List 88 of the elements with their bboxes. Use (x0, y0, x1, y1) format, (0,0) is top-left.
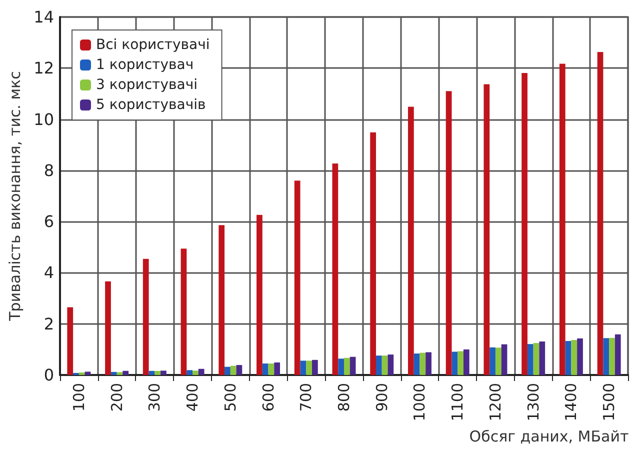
bar (350, 356, 356, 375)
bar (224, 366, 230, 375)
bar (122, 370, 129, 375)
bar (495, 348, 502, 375)
legend-label: Всі користувачі (96, 37, 210, 53)
x-tick-label: 1400 (562, 383, 580, 422)
bar (110, 372, 117, 375)
x-tick-label: 900 (372, 383, 391, 412)
bar (408, 106, 414, 375)
bar (344, 358, 350, 375)
x-axis-title: Обсяг даних, МБайт (469, 428, 629, 446)
bar (484, 84, 490, 375)
bar (300, 360, 306, 375)
bar (609, 338, 615, 375)
bar (306, 360, 312, 375)
x-tick-label: 100 (70, 383, 88, 412)
bar (571, 340, 578, 375)
bar (154, 370, 161, 375)
bar (160, 370, 166, 375)
bar (533, 343, 540, 375)
legend-label: 1 користувач (96, 57, 194, 73)
bar (230, 366, 236, 375)
x-tick-label: 300 (146, 383, 164, 412)
x-tick-label: 1300 (524, 383, 542, 422)
x-tick-label: 400 (184, 383, 202, 412)
bar (414, 354, 420, 375)
bar (312, 360, 318, 375)
bar (180, 248, 187, 375)
x-tick-label: 800 (335, 383, 353, 412)
y-tick-label: 0 (44, 366, 54, 384)
bar (67, 307, 74, 375)
bar (539, 342, 546, 375)
x-tick-label: 1200 (486, 383, 504, 422)
bar (527, 344, 534, 375)
y-tick-label: 2 (44, 314, 54, 334)
bar (84, 372, 91, 375)
bar (148, 370, 155, 375)
y-tick-label: 4 (44, 263, 54, 282)
x-tick-label: 500 (221, 383, 240, 412)
y-tick-label: 14 (34, 8, 54, 26)
bar (458, 351, 464, 375)
bar (105, 281, 111, 375)
bar (186, 370, 193, 375)
x-tick-label: 1100 (448, 383, 467, 422)
bar (236, 365, 242, 375)
bar (565, 340, 572, 375)
bar (388, 354, 394, 375)
bar (559, 64, 566, 375)
bar (382, 356, 388, 375)
bar (256, 214, 262, 375)
bar (490, 347, 496, 375)
bar (597, 52, 604, 375)
bar (116, 372, 123, 375)
bar (262, 363, 268, 375)
legend-label: 5 користувачів (96, 97, 206, 113)
bar (274, 362, 280, 375)
bar (218, 225, 225, 375)
bar (614, 334, 621, 375)
bar (463, 349, 470, 375)
legend-label: 3 користувачі (96, 77, 198, 93)
bar (370, 132, 376, 375)
x-tick-label: 1000 (410, 383, 429, 422)
bar (522, 73, 528, 375)
x-tick-label: 200 (108, 383, 126, 412)
bar (501, 344, 508, 375)
bar (426, 352, 432, 375)
x-tick-label: 700 (297, 383, 316, 412)
y-axis-title: Тривалість виконання, тис. мкс (6, 71, 24, 322)
bar (78, 372, 85, 375)
y-tick-label: 10 (34, 110, 54, 129)
bar (452, 352, 458, 375)
y-tick-label: 12 (34, 58, 54, 78)
y-tick-label: 6 (44, 212, 54, 232)
bar (420, 352, 426, 375)
bar (376, 356, 382, 375)
x-tick-label: 1500 (600, 383, 618, 422)
bar (268, 363, 274, 375)
bar (338, 358, 344, 375)
bar (198, 368, 204, 375)
bar (603, 338, 610, 375)
bar (192, 370, 198, 375)
bar (446, 91, 452, 375)
bar (577, 338, 583, 375)
bar (294, 180, 300, 375)
x-tick-label: 600 (259, 383, 278, 412)
bar (332, 164, 338, 375)
bar (142, 258, 149, 375)
y-tick-label: 8 (44, 160, 54, 180)
